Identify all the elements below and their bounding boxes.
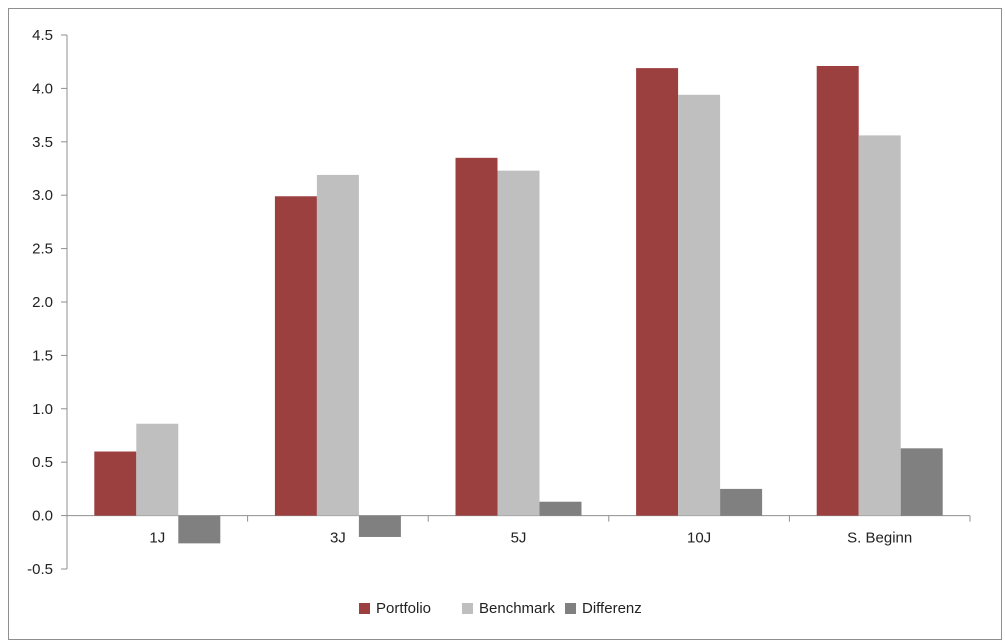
bar-differenz-1j bbox=[178, 515, 221, 544]
legend-label-benchmark: Benchmark bbox=[479, 600, 555, 617]
y-tick-label: 2.5 bbox=[32, 241, 53, 258]
y-tick-label: 1.0 bbox=[32, 401, 53, 418]
bar-benchmark-s-beginn bbox=[858, 135, 901, 516]
bar-portfolio-s-beginn bbox=[816, 65, 859, 516]
y-tick-label: 3.5 bbox=[32, 134, 53, 151]
legend-label-differenz: Differenz bbox=[582, 600, 642, 617]
bar-portfolio-5j bbox=[455, 157, 498, 516]
legend-label-portfolio: Portfolio bbox=[376, 600, 431, 617]
legend-swatch-benchmark bbox=[462, 603, 473, 614]
bar-differenz-10j bbox=[720, 488, 763, 516]
x-category-label: 5J bbox=[511, 530, 527, 547]
x-category-label: 3J bbox=[330, 530, 346, 547]
y-tick-label: -0.5 bbox=[27, 561, 53, 578]
bar-portfolio-10j bbox=[636, 68, 679, 516]
y-tick-label: 0.0 bbox=[32, 508, 53, 525]
y-tick-label: 2.0 bbox=[32, 294, 53, 311]
bar-benchmark-10j bbox=[678, 94, 721, 516]
x-category-label: 10J bbox=[687, 530, 711, 547]
x-category-label: S. Beginn bbox=[847, 530, 912, 547]
legend-swatch-portfolio bbox=[359, 603, 370, 614]
y-tick-label: 0.5 bbox=[32, 454, 53, 471]
legend-swatch-differenz bbox=[565, 603, 576, 614]
bar-benchmark-3j bbox=[316, 174, 359, 516]
bar-differenz-3j bbox=[358, 515, 401, 537]
y-tick-label: 4.0 bbox=[32, 80, 53, 97]
bar-benchmark-5j bbox=[497, 170, 540, 516]
y-tick-label: 3.0 bbox=[32, 187, 53, 204]
bar-differenz-s-beginn bbox=[900, 448, 943, 516]
y-tick-label: 4.5 bbox=[32, 27, 53, 44]
bar-portfolio-1j bbox=[94, 451, 137, 516]
y-tick-label: 1.5 bbox=[32, 347, 53, 364]
x-category-label: 1J bbox=[149, 530, 165, 547]
bar-portfolio-3j bbox=[274, 196, 317, 516]
bar-differenz-5j bbox=[539, 501, 582, 516]
bar-benchmark-1j bbox=[136, 423, 179, 516]
